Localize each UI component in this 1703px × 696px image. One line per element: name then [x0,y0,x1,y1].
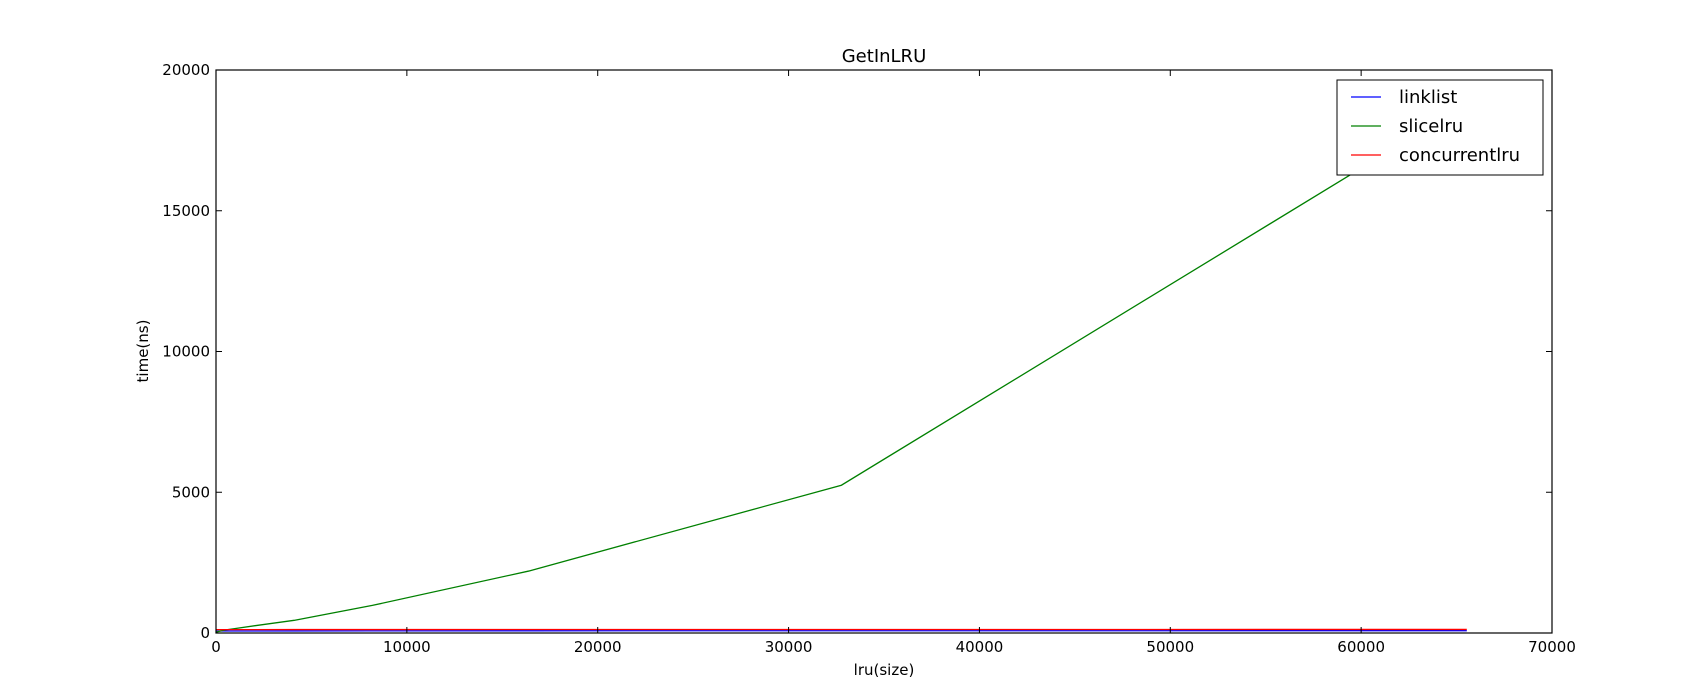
x-tick-label: 30000 [765,638,813,656]
x-tick-label: 10000 [383,638,431,656]
legend-label-slicelru: slicelru [1399,116,1463,137]
y-tick-label: 0 [200,624,210,642]
y-tick-label: 10000 [162,343,210,361]
x-axis-title: lru(size) [854,661,915,679]
y-tick-label: 5000 [172,483,210,501]
x-tick-label: 40000 [956,638,1004,656]
series-line-slicelru [216,103,1468,633]
y-tick-label: 20000 [162,61,210,79]
legend-label-concurrentlru: concurrentlru [1399,145,1520,166]
x-tick-label: 60000 [1337,638,1385,656]
series-layer [216,103,1468,633]
x-tick-label: 50000 [1146,638,1194,656]
x-tick-label: 20000 [574,638,622,656]
ticks-layer: 0 10000 20000 30000 40000 50000 60000 70000 0 500… [162,61,1576,656]
x-tick-label: 0 [211,638,221,656]
legend-box [1336,79,1544,176]
y-axis-title: time(ns) [134,320,152,383]
legend: linklist slicelru concurrentlru [1336,79,1544,176]
chart-title: GetInLRU [842,46,927,67]
x-tick-label: 70000 [1528,638,1576,656]
legend-label-linklist: linklist [1399,87,1457,108]
y-tick-label: 15000 [162,202,210,220]
